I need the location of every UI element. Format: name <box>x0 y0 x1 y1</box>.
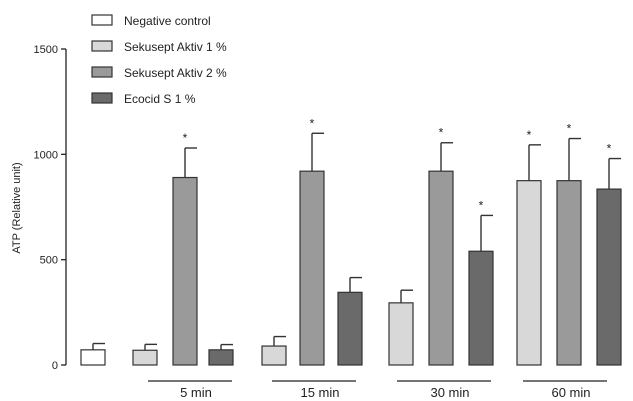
bar-15-min-3 <box>337 291 363 366</box>
bars-layer: * * * * * * * <box>80 116 622 366</box>
significance-star: * <box>607 142 612 156</box>
legend-swatch <box>91 14 113 26</box>
y-tick-label: 1000 <box>34 149 58 161</box>
bar-60-min-2 <box>556 180 582 366</box>
bar-15-min-2 <box>299 170 325 366</box>
bar-60-min-3 <box>596 188 622 366</box>
y-tick-label: 500 <box>40 255 58 267</box>
bar-60-min-1 <box>516 180 542 366</box>
group-label: 15 min <box>300 385 339 400</box>
significance-star: * <box>439 126 444 140</box>
bar-30-min-1 <box>388 302 414 366</box>
y-axis-label: ATP (Relative unit) <box>11 162 23 253</box>
legend-label: Ecocid S 1 % <box>124 92 196 106</box>
legend-swatch <box>91 40 113 52</box>
significance-star: * <box>183 131 188 145</box>
significance-star: * <box>310 116 315 130</box>
group-label: 5 min <box>180 385 212 400</box>
group-label: 60 min <box>551 385 590 400</box>
bar-5-min-0 <box>80 349 106 366</box>
y-axis: 0 500 1000 1500 <box>34 44 67 372</box>
bar-5-min-1 <box>132 349 158 366</box>
bar-5-min-2 <box>172 176 198 366</box>
legend-label: Sekusept Aktiv 2 % <box>124 66 227 80</box>
y-tick-label: 0 <box>52 360 58 372</box>
bar-30-min-3 <box>468 250 494 366</box>
legend-swatch <box>91 92 113 104</box>
group-label: 30 min <box>430 385 469 400</box>
y-tick-label: 1500 <box>34 44 58 56</box>
significance-star: * <box>479 198 484 212</box>
legend: Negative control Sekusept Aktiv 1 % Sekuse… <box>91 14 227 106</box>
bar-15-min-1 <box>261 345 287 366</box>
significance-star: * <box>567 122 572 136</box>
legend-label: Negative control <box>124 14 211 28</box>
bar-30-min-2 <box>428 170 454 366</box>
significance-star: * <box>527 128 532 142</box>
group-labels: 5 min 15 min 30 min 60 min <box>148 380 607 400</box>
legend-swatch <box>91 66 113 78</box>
legend-label: Sekusept Aktiv 1 % <box>124 40 227 54</box>
bar-5-min-3 <box>208 349 234 366</box>
